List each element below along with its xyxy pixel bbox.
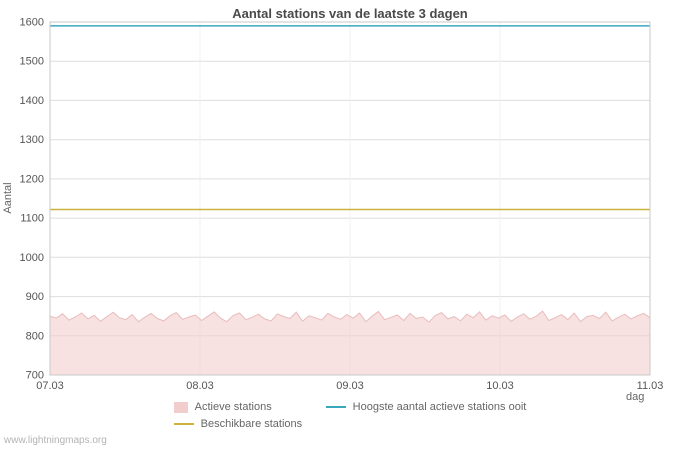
legend-column-right: Hoogste aantal actieve stations ooit [325,401,527,430]
watermark-text: www.lightningmaps.org [4,435,107,446]
y-tick-label: 1600 [20,17,44,29]
y-tick-label: 1500 [20,56,44,68]
plot-border [49,21,651,376]
x-tick-label: 07.03 [36,380,64,392]
x-tick-label: 08.03 [186,380,214,392]
series-area-actieve-stations [49,310,651,376]
y-tick-label: 1000 [20,252,44,264]
legend-label-beschikbare-stations: Beschikbare stations [200,418,303,430]
legend-item-beschikbare-stations: Beschikbare stations [173,418,304,430]
chart-legend: Actieve stations Beschikbare stations Ho… [0,401,700,430]
legend-label-actieve-stations: Actieve stations [194,401,272,413]
x-tick-label: 10.03 [486,380,514,392]
legend-label-hoogste-ooit: Hoogste aantal actieve stations ooit [352,401,527,413]
legend-swatch-actieve-stations [173,401,188,413]
x-axis-label: dag [626,391,645,403]
x-tick-label: 11.03 [637,380,664,392]
legend-swatch-beschikbare-stations [173,423,194,425]
chart-title: Aantal stations van de laatste 3 dagen [232,6,468,21]
legend-item-actieve-stations: Actieve stations [173,401,304,413]
legend-column-left: Actieve stations Beschikbare stations [173,401,304,430]
x-tick-label: 09.03 [336,380,364,392]
y-tick-label: 1400 [20,95,44,107]
y-tick-label: 900 [26,291,44,303]
y-tick-label: 800 [26,330,44,342]
y-tick-label: 1200 [20,173,44,185]
legend-item-hoogste-ooit: Hoogste aantal actieve stations ooit [325,401,527,413]
y-tick-label: 700 [26,370,44,382]
y-tick-label: 1300 [20,134,44,146]
legend-swatch-hoogste-ooit [325,406,346,408]
y-tick-label: 1100 [20,213,44,225]
